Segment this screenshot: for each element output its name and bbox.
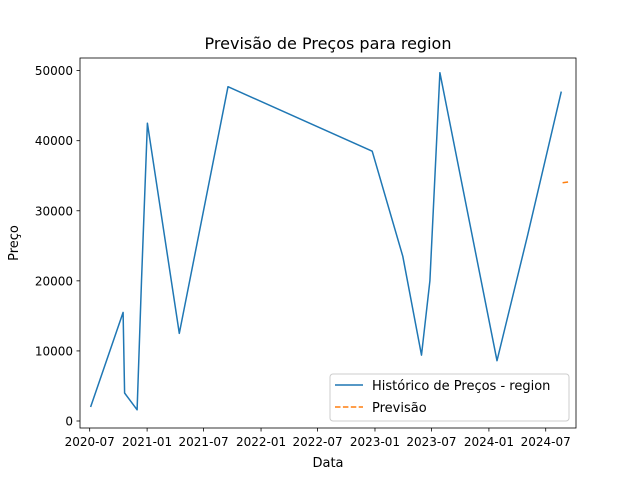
x-tick-label: 2021-07 [179,435,229,449]
legend-label-historico: Histórico de Preços - region [372,379,550,394]
legend-label-previsao: Previsão [372,401,427,416]
y-tick-label: 40000 [35,134,73,148]
series-line-historico [89,71,563,411]
legend-box [329,373,570,422]
x-axis-ticks: 2020-07 2021-01 2021-07 2022-01 2022-07 2023-… [65,428,571,449]
x-tick-label: 2021-01 [122,435,172,449]
y-tick-label: 0 [65,414,73,428]
x-tick-label: 2022-01 [236,435,286,449]
y-tick-label: 50000 [35,64,73,78]
x-tick-label: 2022-07 [292,435,342,449]
y-tick-label: 30000 [35,204,73,218]
y-tick-label: 10000 [35,344,73,358]
y-axis-ticks: 0 10000 20000 30000 40000 50000 [35,64,80,428]
legend: Histórico de Preços - region Previsão [329,373,570,422]
y-tick-label: 20000 [35,274,73,288]
x-tick-label: 2023-01 [350,435,400,449]
series-layer [89,71,569,411]
x-tick-label: 2024-07 [521,435,571,449]
plot-area [80,58,576,428]
y-axis-label: Preço [7,225,22,261]
series-line-previsao [562,181,569,184]
x-tick-label: 2023-07 [406,435,456,449]
chart-title: Previsão de Preços para region [205,34,452,53]
x-axis-label: Data [312,456,343,471]
plot-frame [79,57,577,429]
x-tick-label: 2024-01 [464,435,514,449]
x-tick-label: 2020-07 [65,435,115,449]
